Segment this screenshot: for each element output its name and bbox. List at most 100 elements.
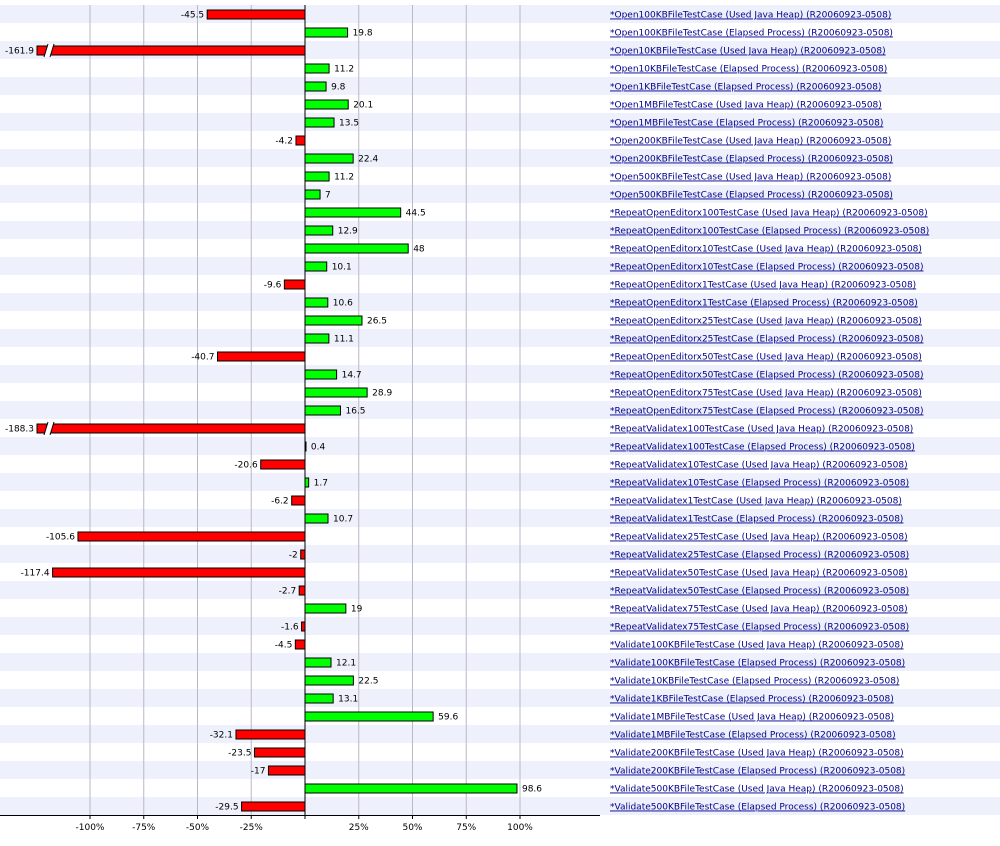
value-label: 22.4 [358, 155, 378, 165]
value-label: 19 [351, 605, 363, 615]
bar [304, 711, 434, 722]
row-band [0, 221, 1000, 239]
row-label[interactable]: *Open1KBFileTestCase (Elapsed Process) (… [610, 83, 882, 93]
row-label[interactable]: *Validate1MBFileTestCase (Used Java Heap… [610, 713, 894, 723]
row-label[interactable]: *Validate500KBFileTestCase (Used Java He… [610, 785, 904, 795]
value-label: 11.1 [334, 335, 354, 345]
axis-break-line [49, 43, 55, 58]
row-label[interactable]: *RepeatOpenEditorx25TestCase (Elapsed Pr… [610, 335, 923, 345]
row-label[interactable]: *Validate100KBFileTestCase (Elapsed Proc… [610, 659, 905, 669]
bar [304, 675, 354, 686]
row-band [0, 761, 1000, 779]
x-tick-label: 75% [456, 823, 476, 833]
x-axis: -100% -75% -50% -25% 25% 50% 75% 100% [0, 815, 600, 833]
row-label[interactable]: *RepeatOpenEditorx100TestCase (Used Java… [610, 209, 928, 219]
row-label[interactable]: *RepeatOpenEditorx10TestCase (Elapsed Pr… [610, 263, 923, 273]
bar [295, 135, 306, 146]
row-label[interactable]: *RepeatValidatex25TestCase (Used Java He… [610, 533, 908, 543]
row-labels: *Open100KBFileTestCase (Used Java Heap) … [610, 11, 929, 813]
row-label[interactable]: *Open1MBFileTestCase (Elapsed Process) (… [610, 119, 883, 129]
row-label[interactable]: *RepeatOpenEditorx50TestCase (Elapsed Pr… [610, 371, 923, 381]
row-label[interactable]: *RepeatValidatex100TestCase (Elapsed Pro… [610, 443, 915, 453]
row-label[interactable]: *Validate100KBFileTestCase (Used Java He… [610, 641, 904, 651]
row-label[interactable]: *Open500KBFileTestCase (Elapsed Process)… [610, 191, 893, 201]
row-label[interactable]: *RepeatOpenEditorx100TestCase (Elapsed P… [610, 227, 929, 237]
row-label[interactable]: *Open10KBFileTestCase (Elapsed Process) … [610, 65, 887, 75]
row-label[interactable]: *Open200KBFileTestCase (Elapsed Process)… [610, 155, 893, 165]
row-band [0, 149, 1000, 167]
gridlines [89, 5, 521, 815]
bar [304, 243, 409, 254]
bar [304, 315, 363, 326]
row-label[interactable]: *RepeatValidatex10TestCase (Elapsed Proc… [610, 479, 909, 489]
bar [304, 99, 349, 110]
row-label[interactable]: *Validate1KBFileTestCase (Elapsed Proces… [610, 695, 894, 705]
bar [304, 261, 328, 272]
row-label[interactable]: *RepeatValidatex50TestCase (Used Java He… [610, 569, 908, 579]
value-label: 9.8 [331, 83, 346, 93]
bar [36, 423, 306, 434]
value-label: -105.6 [46, 533, 75, 543]
row-label[interactable]: *RepeatOpenEditorx10TestCase (Used Java … [610, 245, 922, 255]
row-band [0, 329, 1000, 347]
axis-break-marker [44, 422, 54, 435]
value-label: 19.8 [353, 29, 373, 39]
bar [304, 153, 354, 164]
row-band [0, 185, 1000, 203]
row-label[interactable]: *RepeatOpenEditorx1TestCase (Elapsed Pro… [610, 299, 918, 309]
row-label[interactable]: *RepeatOpenEditorx25TestCase (Used Java … [610, 317, 922, 327]
row-band [0, 473, 1000, 491]
bar [216, 351, 306, 362]
value-label: -188.3 [5, 425, 34, 435]
row-band [0, 437, 1000, 455]
row-label[interactable]: *RepeatOpenEditorx1TestCase (Used Java H… [610, 281, 916, 291]
bar [206, 9, 306, 20]
row-label[interactable]: *RepeatValidatex1TestCase (Elapsed Proce… [610, 515, 903, 525]
bar [304, 513, 329, 524]
row-label[interactable]: *RepeatValidatex75TestCase (Used Java He… [610, 605, 908, 615]
row-label[interactable]: *RepeatOpenEditorx75TestCase (Used Java … [610, 389, 922, 399]
row-label[interactable]: *RepeatValidatex25TestCase (Elapsed Proc… [610, 551, 909, 561]
row-label[interactable]: *Open10KBFileTestCase (Used Java Heap) (… [610, 47, 886, 57]
row-label[interactable]: *Open200KBFileTestCase (Used Java Heap) … [610, 137, 891, 147]
bar [52, 567, 306, 578]
row-label[interactable]: *Validate200KBFileTestCase (Elapsed Proc… [610, 767, 905, 777]
bar [304, 297, 329, 308]
bar [301, 621, 306, 632]
row-label[interactable]: *RepeatOpenEditorx50TestCase (Used Java … [610, 353, 922, 363]
value-label: 22.5 [358, 677, 378, 687]
bar [304, 333, 330, 344]
row-label[interactable]: *Validate1MBFileTestCase (Elapsed Proces… [610, 731, 896, 741]
value-label: 7 [325, 191, 331, 201]
row-label[interactable]: *RepeatValidatex1TestCase (Used Java Hea… [610, 497, 902, 507]
row-label[interactable]: *RepeatValidatex75TestCase (Elapsed Proc… [610, 623, 909, 633]
row-band [0, 545, 1000, 563]
row-label[interactable]: *RepeatOpenEditorx75TestCase (Elapsed Pr… [610, 407, 923, 417]
row-label[interactable]: *RepeatValidatex10TestCase (Used Java He… [610, 461, 908, 471]
row-band [0, 581, 1000, 599]
value-label: -17 [251, 767, 266, 777]
row-label[interactable]: *RepeatValidatex100TestCase (Used Java H… [610, 425, 913, 435]
bar [304, 207, 402, 218]
bar [304, 783, 518, 794]
row-band [0, 365, 1000, 383]
row-label[interactable]: *Validate500KBFileTestCase (Elapsed Proc… [610, 803, 905, 813]
row-label[interactable]: *RepeatValidatex50TestCase (Elapsed Proc… [610, 587, 909, 597]
value-label: 11.2 [334, 65, 354, 75]
row-label[interactable]: *Open500KBFileTestCase (Used Java Heap) … [610, 173, 891, 183]
bar [36, 45, 306, 56]
value-label: -161.9 [5, 47, 34, 57]
bar [267, 765, 306, 776]
bar [77, 531, 306, 542]
x-tick-label: -50% [186, 823, 210, 833]
axis-break-line [43, 421, 49, 436]
row-label[interactable]: *Validate10KBFileTestCase (Elapsed Proce… [610, 677, 899, 687]
bar [304, 369, 338, 380]
value-label: 20.1 [353, 101, 373, 111]
row-label[interactable]: *Open1MBFileTestCase (Used Java Heap) (R… [610, 101, 882, 111]
value-label: 10.1 [332, 263, 352, 273]
row-label[interactable]: *Validate200KBFileTestCase (Used Java He… [610, 749, 904, 759]
row-label[interactable]: *Open100KBFileTestCase (Used Java Heap) … [610, 11, 891, 21]
row-label[interactable]: *Open100KBFileTestCase (Elapsed Process)… [610, 29, 893, 39]
